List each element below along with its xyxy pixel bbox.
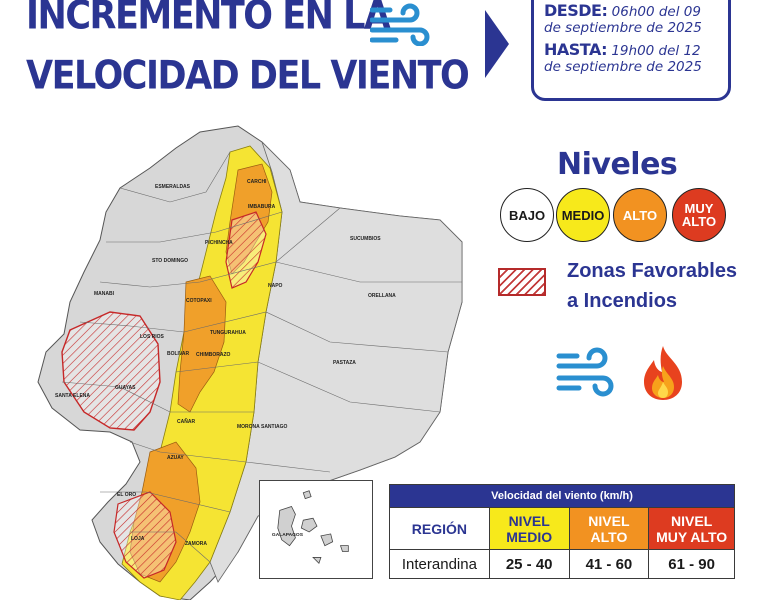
level-medio: MEDIO: [556, 188, 610, 242]
wind-icon: [370, 3, 430, 46]
validity-box: DESDE: 06h00 del 09 de septiembre de 202…: [531, 0, 731, 101]
wind-speed-table: Velocidad del viento (km/h) REGIÓN NIVEL…: [389, 484, 735, 579]
table-header: Velocidad del viento (km/h): [389, 484, 735, 508]
province-label: NAPO: [268, 283, 283, 289]
col-region: REGIÓN: [389, 507, 490, 550]
province-label: CAÑAR: [177, 418, 195, 425]
fire-zone-coast: [61, 311, 161, 431]
province-label: LOS RIOS: [140, 334, 165, 340]
inset-label: GALAPAGOS: [272, 532, 304, 538]
fire-icon: [644, 346, 682, 400]
validity-from: DESDE: 06h00 del 09: [544, 1, 701, 21]
validity-from-date: de septiembre de 2025: [544, 20, 702, 36]
row-muy-alto: 61 - 90: [648, 549, 735, 579]
level-bajo: BAJO: [500, 188, 554, 242]
title-line-2: VELOCIDAD DEL VIENTO: [26, 54, 470, 99]
fire-zone-swatch: [498, 268, 546, 296]
province-label: ESMERALDAS: [155, 184, 191, 190]
province-label: COTOPAXI: [186, 298, 212, 304]
row-alto: 41 - 60: [568, 549, 650, 579]
province-label: IMBABURA: [248, 204, 276, 210]
arrow-right-icon: [485, 10, 509, 78]
levels-title: Niveles: [557, 147, 678, 182]
province-label: TUNGURAHUA: [210, 330, 246, 336]
ecuador-wind-map: CARCHI IMBABURA ESMERALDAS PICHINCHA STO…: [37, 125, 463, 600]
wind-icon: [556, 347, 614, 397]
validity-to-date: de septiembre de 2025: [544, 59, 702, 75]
province-label: GUAYAS: [115, 385, 136, 391]
col-medio: NIVEL MEDIO: [488, 507, 570, 550]
validity-to: HASTA: 19h00 del 12: [544, 40, 701, 60]
province-label: CHIMBORAZO: [196, 352, 231, 358]
province-label: SUCUMBIOS: [350, 236, 381, 242]
province-label: EL ORO: [117, 492, 136, 498]
title-line-1: INCREMENTO EN LA: [26, 0, 391, 39]
province-label: ORELLANA: [368, 293, 396, 299]
province-label: PICHINCHA: [205, 240, 233, 246]
fire-zone-south: [113, 491, 177, 579]
province-label: STO DOMINGO: [152, 258, 188, 264]
row-region: Interandina: [389, 549, 490, 579]
province-label: MORONA SANTIAGO: [237, 424, 287, 430]
fire-zone-label: Zonas Favorables a Incendios: [567, 260, 738, 312]
level-muy-alto: MUY ALTO: [672, 188, 726, 242]
province-label: MANABI: [94, 291, 115, 297]
province-label: CARCHI: [247, 179, 267, 185]
zone-alto-center: [177, 275, 227, 413]
province-label: SANTA ELENA: [55, 393, 90, 399]
province-label: AZUAY: [167, 455, 184, 461]
fire-zone-north: [225, 211, 267, 289]
level-alto: ALTO: [613, 188, 667, 242]
row-medio: 25 - 40: [488, 549, 570, 579]
province-label: BOLIVAR: [167, 351, 190, 357]
province-label: PASTAZA: [333, 360, 356, 366]
province-label: LOJA: [131, 536, 145, 542]
col-muy-alto: NIVEL MUY ALTO: [648, 507, 735, 550]
col-alto: NIVEL ALTO: [568, 507, 650, 550]
galapagos-inset: GALAPAGOS: [259, 480, 373, 579]
province-label: ZAMORA: [185, 541, 207, 547]
